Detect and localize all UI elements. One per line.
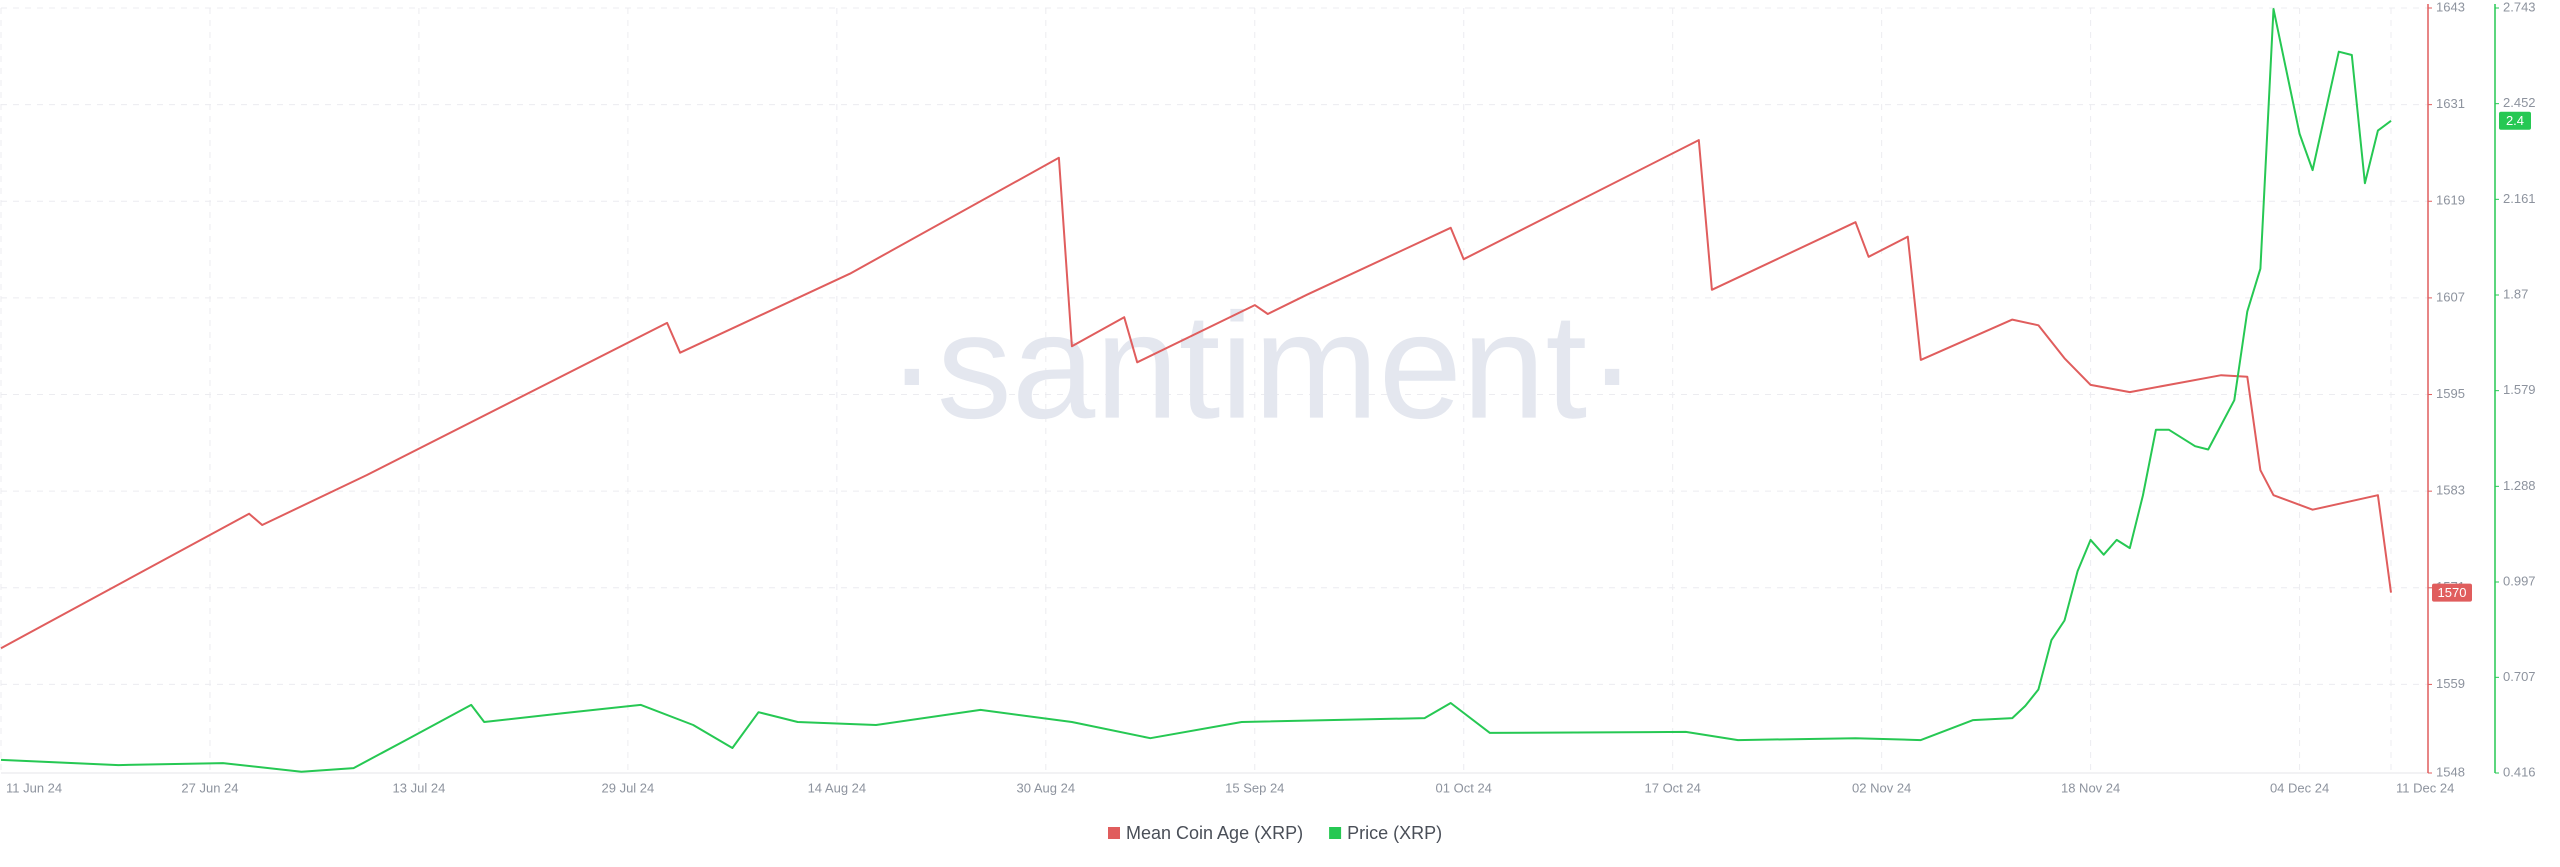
y-tick-label: 1559 xyxy=(2436,676,2465,691)
x-tick-label: 29 Jul 24 xyxy=(602,780,655,795)
y-tick-label: 1583 xyxy=(2436,483,2465,498)
y2-tick-label: 2.161 xyxy=(2503,191,2536,206)
y2-tick-label: 0.416 xyxy=(2503,764,2536,779)
y2-tick-label: 0.997 xyxy=(2503,573,2536,588)
value-badge xyxy=(2499,111,2531,130)
y2-tick-label: 2.743 xyxy=(2503,0,2536,14)
legend-label: Price (XRP) xyxy=(1347,823,1442,843)
y-tick-label: 1631 xyxy=(2436,96,2465,111)
y-tick-label: 1643 xyxy=(2436,0,2465,14)
value-label: 2.4 xyxy=(2506,113,2524,128)
y-tick-label: 1548 xyxy=(2436,764,2465,779)
x-tick-label: 11 Dec 24 xyxy=(2396,780,2454,795)
y2-tick-label: 1.87 xyxy=(2503,286,2528,301)
x-tick-label: 11 Jun 24 xyxy=(6,780,62,795)
value-label: 1570 xyxy=(2438,585,2467,600)
x-tick-label: 17 Oct 24 xyxy=(1645,780,1701,795)
value-badge xyxy=(2432,583,2472,602)
y2-tick-label: 1.579 xyxy=(2503,382,2536,397)
y2-tick-label: 0.707 xyxy=(2503,669,2536,684)
legend-swatch xyxy=(1329,827,1342,839)
y2-tick-label: 1.288 xyxy=(2503,478,2536,493)
x-tick-label: 30 Aug 24 xyxy=(1017,780,1076,795)
x-tick-label: 15 Sep 24 xyxy=(1225,780,1284,795)
series-line xyxy=(0,139,2392,650)
legend-label: Mean Coin Age (XRP) xyxy=(1126,823,1303,843)
y-tick-label: 1607 xyxy=(2436,289,2465,304)
legend-swatch xyxy=(1108,827,1120,839)
x-tick-label: 27 Jun 24 xyxy=(181,780,238,795)
y-tick-label: 1619 xyxy=(2436,193,2465,208)
x-tick-label: 02 Nov 24 xyxy=(1852,780,1911,795)
x-tick-label: 14 Aug 24 xyxy=(808,780,867,795)
series-line xyxy=(0,8,2392,773)
y2-tick-label: 2.452 xyxy=(2503,95,2536,110)
y-tick-label: 1595 xyxy=(2436,386,2465,401)
x-tick-label: 18 Nov 24 xyxy=(2061,780,2120,795)
x-tick-label: 04 Dec 24 xyxy=(2270,780,2329,795)
x-tick-label: 13 Jul 24 xyxy=(393,780,446,795)
watermark: ·santiment· xyxy=(887,282,1637,450)
x-tick-label: 01 Oct 24 xyxy=(1436,780,1492,795)
